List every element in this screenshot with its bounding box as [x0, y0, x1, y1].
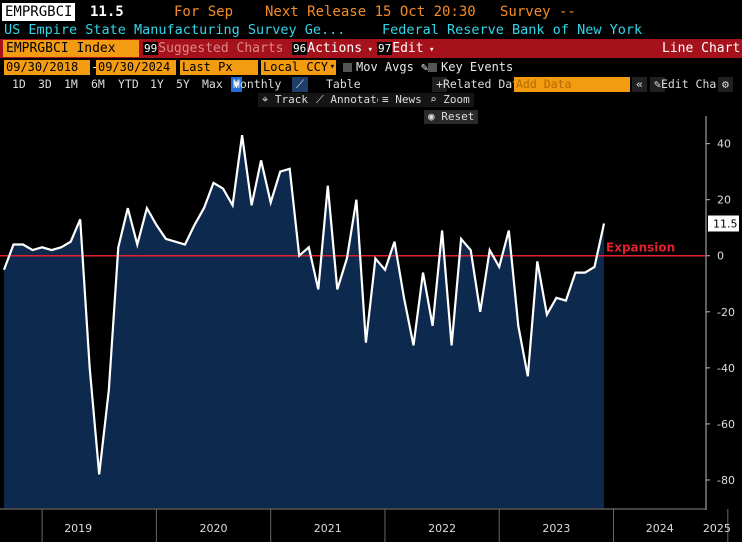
radio-icon: ◉ — [428, 110, 435, 123]
price-field-select[interactable]: Last Px — [180, 60, 258, 75]
description-row: US Empire State Manufacturing Survey Ge.… — [0, 22, 742, 39]
edit-chart-button[interactable]: ✎ Edit Chart — [650, 77, 730, 92]
survey-label: Survey -- — [500, 4, 576, 20]
period-max[interactable]: Max — [202, 77, 223, 91]
reset-button[interactable]: ◉ Reset — [424, 110, 479, 124]
mov-avgs-toggle[interactable]: Mov Avgs ✎ — [343, 60, 428, 75]
period-ytd[interactable]: YTD — [118, 77, 139, 91]
table-button[interactable]: Table — [326, 77, 361, 91]
period-5y[interactable]: 5Y — [176, 77, 190, 91]
next-release: Next Release 15 Oct 20:30 — [265, 4, 476, 20]
checkbox-icon — [343, 63, 352, 72]
x-tick-label: 2019 — [64, 522, 92, 535]
edit-menu[interactable]: 97Edit ▾ — [377, 41, 435, 56]
news-icon: ≡ — [382, 93, 389, 106]
series-line[interactable] — [2, 135, 606, 475]
last-value-label: 11.5 — [713, 218, 738, 231]
chart-toolbar: EMPRGBCI Index 99Suggested Charts 96Acti… — [0, 39, 742, 58]
chart-type-label[interactable]: Line Chart — [662, 41, 741, 56]
period-1y[interactable]: 1Y — [150, 77, 164, 91]
news-tool[interactable]: ≡ News — [378, 93, 426, 107]
period-6m[interactable]: 6M — [91, 77, 105, 91]
x-tick-label: 2020 — [200, 522, 228, 535]
period-row: 1D 3D 1M 6M YTD 1Y 5Y Max Monthly ▼ ⟋ Ta… — [0, 77, 742, 92]
chevron-down-icon: ▾ — [329, 62, 335, 72]
x-tick-label: 2023 — [542, 522, 570, 535]
last-value-marker: 11.5 — [708, 215, 739, 232]
gear-icon[interactable]: ⚙ — [718, 77, 733, 92]
y-axis: 40 20 0 -20 -40 -60 -80 — [706, 138, 735, 487]
annotate-icon: ⟋ — [316, 93, 324, 106]
annotate-tool[interactable]: ⟋ Annotate — [312, 93, 388, 107]
data-source: Federal Reserve Bank of New York — [382, 22, 643, 38]
y-tick-label: -40 — [717, 362, 735, 375]
settings-row: 09/30/2018 - 09/30/2024 Last Px Local CC… — [4, 60, 514, 75]
key-events-toggle[interactable]: Key Events — [428, 60, 513, 75]
x-tick-label: 2024 — [646, 522, 674, 535]
period-label: For Sep — [174, 4, 234, 20]
zoom-tool[interactable]: ⌕ Zoom — [426, 93, 474, 107]
security-description: US Empire State Manufacturing Survey Ge.… — [4, 22, 346, 38]
checkbox-icon — [428, 63, 437, 72]
x-tick-label: 2021 — [314, 522, 342, 535]
period-3d[interactable]: 3D — [38, 77, 52, 91]
y-tick-label: 40 — [717, 138, 731, 151]
actions-menu[interactable]: 96Actions ▾ — [292, 41, 373, 56]
add-data-input[interactable]: Add Data — [514, 77, 630, 92]
related-data-button[interactable]: + Related Dat — [432, 77, 519, 92]
x-axis: 2019 2020 2021 2022 2023 2024 2025 — [41, 509, 731, 542]
period-1m[interactable]: 1M — [64, 77, 78, 91]
x-tick-label: 2025 — [703, 522, 731, 535]
last-value: 11.5 — [90, 4, 124, 20]
suggested-charts-button[interactable]: 99Suggested Charts — [143, 41, 284, 56]
line-chart-icon[interactable]: ⟋ — [292, 77, 309, 92]
period-1d[interactable]: 1D — [12, 77, 26, 91]
collapse-icon[interactable]: « — [632, 77, 647, 92]
pencil-icon: ✎ — [413, 60, 429, 74]
currency-select[interactable]: Local CCY ▾ — [261, 60, 336, 75]
track-tool[interactable]: ⌖ Track — [258, 93, 312, 107]
y-tick-label: -80 — [717, 474, 735, 487]
y-tick-label: -20 — [717, 306, 735, 319]
magnifier-icon: ⌕ — [430, 93, 437, 106]
series-area — [4, 135, 604, 508]
chevron-down-icon: ▾ — [362, 45, 373, 55]
chevron-down-icon: ▾ — [423, 45, 435, 55]
end-date-input[interactable]: 09/30/2024 — [96, 60, 176, 75]
x-tick-label: 2022 — [428, 522, 456, 535]
ticker-label[interactable]: EMPRGBCI — [2, 3, 76, 21]
y-tick-label: 20 — [717, 194, 731, 207]
frequency-select[interactable]: Monthly ▼ — [231, 77, 282, 92]
security-header: EMPRGBCI 11.5 For Sep Next Release 15 Oc… — [0, 3, 742, 21]
y-tick-label: 0 — [717, 250, 724, 263]
index-field[interactable]: EMPRGBCI Index — [3, 40, 139, 57]
y-tick-label: -60 — [717, 418, 735, 431]
expansion-label: Expansion — [606, 241, 675, 255]
chart-grid — [0, 116, 707, 510]
crosshair-icon: ⌖ — [262, 93, 269, 106]
start-date-input[interactable]: 09/30/2018 — [4, 60, 90, 75]
